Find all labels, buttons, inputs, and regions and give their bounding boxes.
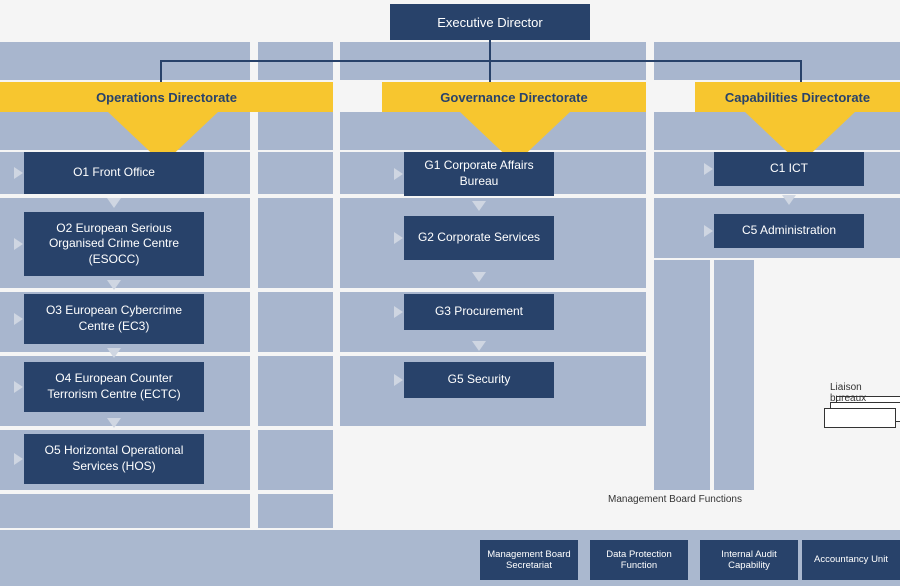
bg-cell (258, 494, 333, 528)
bg-cell (714, 260, 754, 490)
arrow-icon (704, 163, 713, 175)
ops-unit: O5 Horizontal Operational Services (HOS) (24, 434, 204, 484)
footer-function-box: Accountancy Unit (802, 540, 900, 580)
gov-unit: G3 Procurement (404, 294, 554, 330)
arrow-icon (394, 306, 403, 318)
bg-cell (258, 356, 333, 426)
bg-cell (258, 152, 333, 194)
directorate-bar: Operations Directorate (0, 82, 333, 112)
executive-director-box: Executive Director (390, 4, 590, 40)
gov-unit: G1 Corporate Affairs Bureau (404, 152, 554, 196)
liaison-card (824, 408, 896, 428)
bg-cell (258, 430, 333, 490)
arrow-icon (14, 167, 23, 179)
bg-cell (258, 292, 333, 352)
bg-cell (0, 494, 250, 528)
gov-unit: G5 Security (404, 362, 554, 398)
footer-function-box: Internal Audit Capability (700, 540, 798, 580)
cap-unit: C5 Administration (714, 214, 864, 248)
arrow-icon (107, 348, 121, 358)
arrow-icon (472, 341, 486, 351)
liaison-label: Liaison bureaux (830, 382, 900, 404)
footer-function-box: Data Protection Function (590, 540, 688, 580)
ops-unit: O2 European Serious Organised Crime Cent… (24, 212, 204, 276)
arrow-icon (14, 313, 23, 325)
connector-line (800, 60, 802, 82)
arrow-icon (704, 225, 713, 237)
arrow-icon (472, 201, 486, 211)
arrow-icon (394, 168, 403, 180)
mgmt-board-label: Management Board Functions (608, 494, 742, 505)
footer-function-box: Management Board Secretariat (480, 540, 578, 580)
arrow-icon (394, 374, 403, 386)
cap-unit: C1 ICT (714, 152, 864, 186)
arrow-icon (107, 280, 121, 290)
arrow-icon (14, 381, 23, 393)
gov-unit: G2 Corporate Services (404, 216, 554, 260)
bg-cell (654, 260, 710, 490)
connector-line (490, 60, 800, 62)
arrow-icon (107, 198, 121, 208)
arrow-icon (14, 238, 23, 250)
arrow-icon (472, 272, 486, 282)
directorate-bar: Governance Directorate (382, 82, 646, 112)
bg-cell (258, 198, 333, 288)
ops-unit: O1 Front Office (24, 152, 204, 194)
arrow-icon (394, 232, 403, 244)
ops-unit: O3 European Cybercrime Centre (EC3) (24, 294, 204, 344)
bg-cell (258, 112, 333, 150)
arrow-icon (782, 195, 796, 205)
ops-unit: O4 European Counter Terrorism Centre (EC… (24, 362, 204, 412)
connector-line (160, 60, 162, 82)
connector-line (160, 60, 490, 62)
arrow-icon (14, 453, 23, 465)
directorate-bar: Capabilities Directorate (695, 82, 900, 112)
arrow-icon (107, 418, 121, 428)
